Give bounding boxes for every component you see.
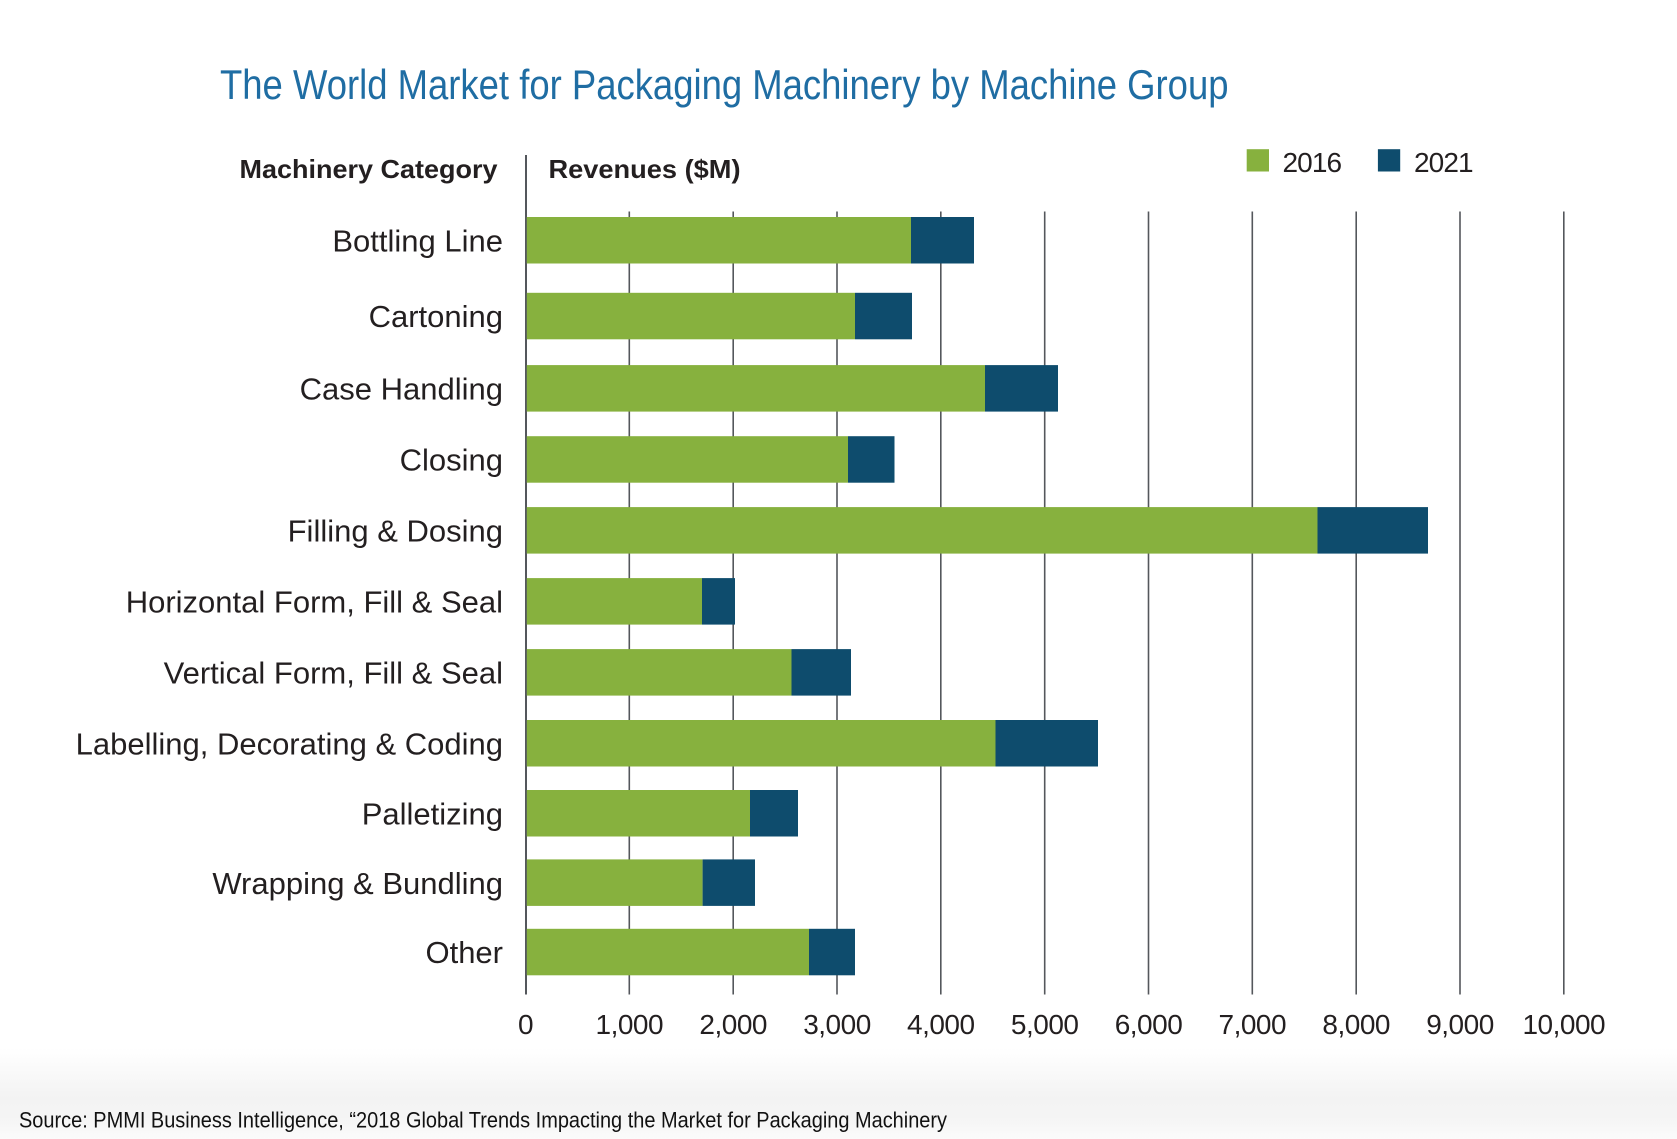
svg-text:8,000: 8,000: [1322, 1009, 1390, 1040]
svg-text:4,000: 4,000: [907, 1009, 975, 1040]
svg-text:6,000: 6,000: [1115, 1009, 1183, 1040]
svg-text:Closing: Closing: [400, 443, 503, 478]
svg-text:Revenues ($M): Revenues ($M): [549, 154, 741, 184]
svg-text:7,000: 7,000: [1219, 1009, 1287, 1040]
svg-text:Horizontal Form, Fill & Seal: Horizontal Form, Fill & Seal: [126, 585, 503, 620]
svg-text:Machinery Category: Machinery Category: [240, 154, 499, 184]
svg-text:2016: 2016: [1283, 147, 1342, 178]
svg-text:3,000: 3,000: [803, 1009, 871, 1040]
svg-text:Wrapping & Bundling: Wrapping & Bundling: [212, 866, 503, 901]
svg-text:2021: 2021: [1414, 147, 1473, 178]
svg-text:Labelling, Decorating & Coding: Labelling, Decorating & Coding: [76, 726, 503, 761]
svg-text:Bottling Line: Bottling Line: [332, 223, 503, 258]
svg-text:Case Handling: Case Handling: [300, 372, 503, 407]
svg-text:9,000: 9,000: [1426, 1009, 1494, 1040]
svg-text:Filling & Dosing: Filling & Dosing: [288, 514, 503, 549]
svg-text:5,000: 5,000: [1011, 1009, 1079, 1040]
svg-text:2,000: 2,000: [699, 1009, 767, 1040]
svg-text:10,000: 10,000: [1522, 1009, 1605, 1040]
svg-text:Vertical Form, Fill & Seal: Vertical Form, Fill & Seal: [164, 656, 503, 691]
svg-text:Palletizing: Palletizing: [362, 796, 503, 831]
svg-text:Other: Other: [425, 935, 503, 970]
svg-text:Source: PMMI Business Intellig: Source: PMMI Business Intelligence, “201…: [19, 1108, 948, 1133]
svg-text:The World Market for Packaging: The World Market for Packaging Machinery…: [220, 61, 1229, 108]
svg-text:1,000: 1,000: [596, 1009, 664, 1040]
svg-text:Cartoning: Cartoning: [369, 299, 503, 334]
svg-text:0: 0: [518, 1009, 533, 1040]
